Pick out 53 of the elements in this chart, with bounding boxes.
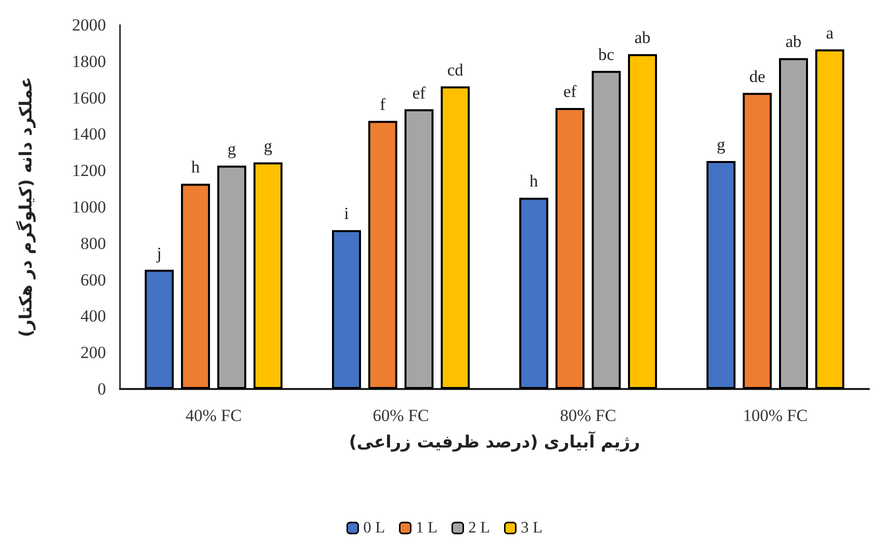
data-label: ab bbox=[785, 32, 802, 52]
x-tick-label: 80% FC bbox=[560, 406, 616, 425]
data-label: g bbox=[264, 136, 273, 156]
bar bbox=[404, 109, 434, 389]
data-label: ab bbox=[634, 28, 651, 48]
legend-label: 0 L bbox=[363, 520, 385, 536]
y-axis-title: عملکرد دانه (کیلوگرم در هکتار) bbox=[16, 76, 36, 338]
bar bbox=[519, 198, 548, 389]
bar bbox=[628, 54, 657, 389]
x-tick-label: 60% FC bbox=[372, 406, 429, 425]
bar bbox=[742, 92, 772, 389]
data-label: a bbox=[826, 23, 834, 42]
bar bbox=[332, 230, 361, 389]
y-tick-label: 800 bbox=[80, 234, 106, 253]
y-tick-label: 600 bbox=[80, 270, 106, 290]
bar bbox=[779, 58, 808, 389]
legend-label: 1 L bbox=[416, 520, 438, 536]
bar bbox=[217, 166, 246, 389]
data-label: j bbox=[156, 244, 162, 263]
legend-label: 3 L bbox=[520, 520, 543, 536]
bar bbox=[556, 108, 584, 389]
data-label: cd bbox=[447, 60, 464, 80]
bar bbox=[368, 120, 398, 389]
data-label: i bbox=[344, 204, 350, 224]
bar bbox=[706, 160, 736, 389]
data-label: g bbox=[228, 140, 236, 159]
legend-label: 2 L bbox=[468, 520, 490, 536]
data-label: g bbox=[716, 134, 726, 154]
y-tick-label: 2000 bbox=[72, 16, 106, 34]
data-label: h bbox=[191, 158, 200, 177]
bar bbox=[254, 162, 282, 389]
data-label: ef bbox=[563, 82, 577, 101]
data-label: h bbox=[530, 172, 538, 191]
data-label: f bbox=[380, 94, 386, 114]
bar bbox=[144, 270, 174, 389]
y-tick-label: 1800 bbox=[72, 52, 106, 71]
data-label: ef bbox=[412, 83, 426, 102]
x-tick-label: 40% FC bbox=[186, 406, 242, 425]
y-tick-label: 1000 bbox=[72, 198, 106, 216]
data-label: de bbox=[749, 66, 766, 86]
x-axis-title: رژیم آبیاری (درصد ظرفیت زراعی) bbox=[348, 430, 640, 452]
bar bbox=[815, 49, 844, 389]
y-tick-label: 1200 bbox=[72, 161, 106, 180]
y-tick-label: 400 bbox=[80, 306, 106, 326]
data-label: bc bbox=[598, 44, 615, 64]
bar bbox=[440, 86, 470, 389]
bar bbox=[181, 184, 210, 389]
y-tick-label: 1600 bbox=[72, 88, 106, 108]
x-tick-label: 100% FC bbox=[743, 406, 808, 425]
y-tick-label: 0 bbox=[98, 380, 106, 398]
y-tick-label: 200 bbox=[80, 343, 106, 362]
y-tick-label: 1400 bbox=[72, 124, 106, 144]
bar bbox=[592, 70, 621, 389]
